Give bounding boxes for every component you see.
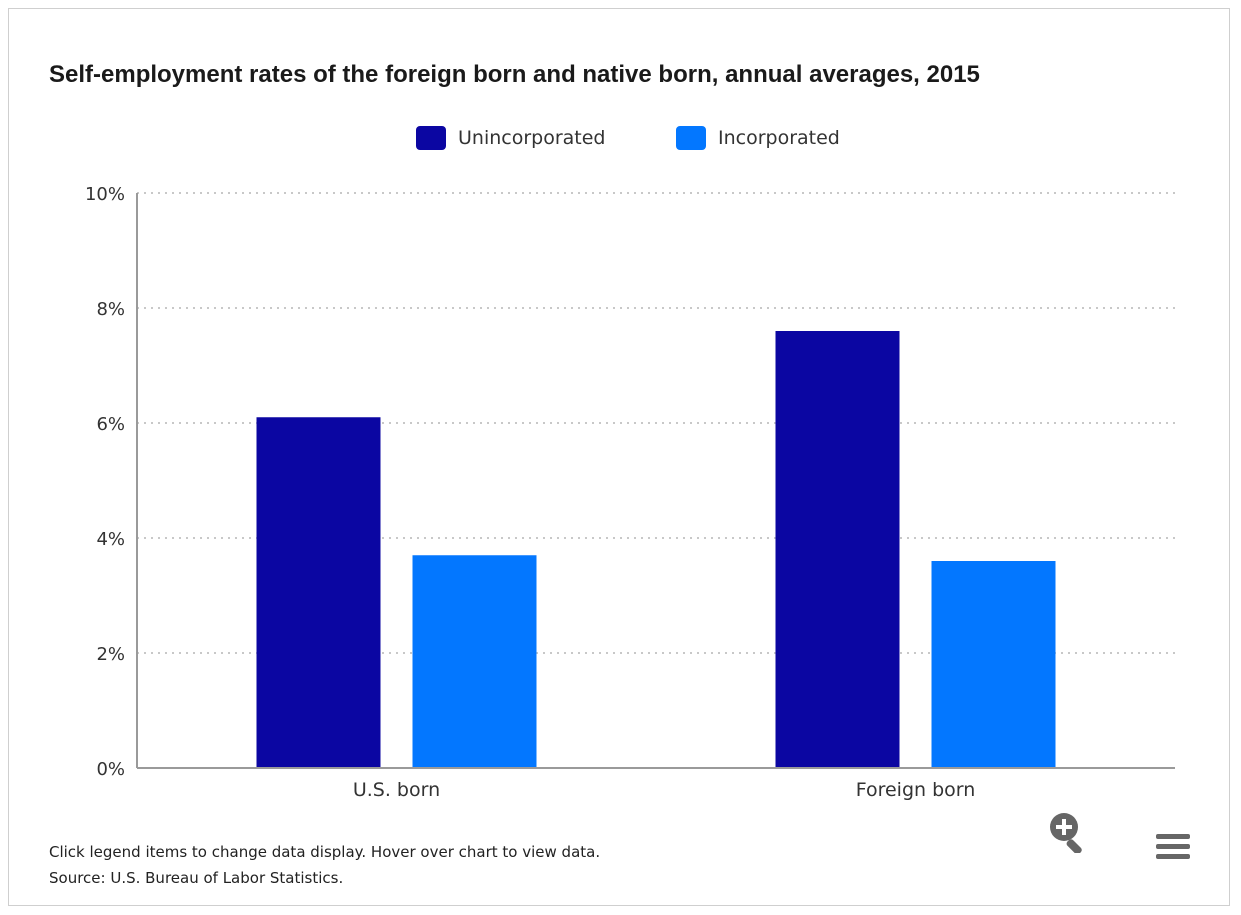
- chart-menu-button[interactable]: [1154, 829, 1194, 865]
- bar-unincorporated-u-s-born: [256, 417, 381, 768]
- chart-source: Source: U.S. Bureau of Labor Statistics.: [49, 869, 344, 887]
- y-tick-label: 8%: [96, 299, 125, 320]
- legend-item-unincorporated[interactable]: Unincorporated: [416, 126, 606, 150]
- x-tick-label: Foreign born: [856, 779, 976, 801]
- bar-unincorporated-foreign-born: [775, 331, 900, 768]
- y-tick-label: 6%: [96, 414, 125, 435]
- chart-legend: Unincorporated Incorporated: [0, 126, 1241, 156]
- legend-swatch-incorporated: [676, 126, 706, 150]
- bar-incorporated-foreign-born: [931, 561, 1056, 768]
- legend-label-incorporated: Incorporated: [718, 127, 840, 149]
- chart-instructions: Click legend items to change data displa…: [49, 843, 601, 861]
- legend-swatch-unincorporated: [416, 126, 446, 150]
- legend-label-unincorporated: Unincorporated: [458, 127, 606, 149]
- bar-incorporated-u-s-born: [412, 555, 537, 768]
- magnifier-plus-icon: [1050, 813, 1082, 855]
- x-tick-label: U.S. born: [353, 779, 440, 801]
- y-tick-label: 0%: [96, 759, 125, 780]
- y-tick-label: 10%: [85, 184, 125, 205]
- zoom-button[interactable]: [1046, 809, 1090, 855]
- legend-item-incorporated[interactable]: Incorporated: [676, 126, 840, 150]
- hamburger-menu-icon: [1156, 834, 1190, 859]
- y-tick-label: 2%: [96, 644, 125, 665]
- y-tick-label: 4%: [96, 529, 125, 550]
- chart-title: Self-employment rates of the foreign bor…: [49, 61, 980, 88]
